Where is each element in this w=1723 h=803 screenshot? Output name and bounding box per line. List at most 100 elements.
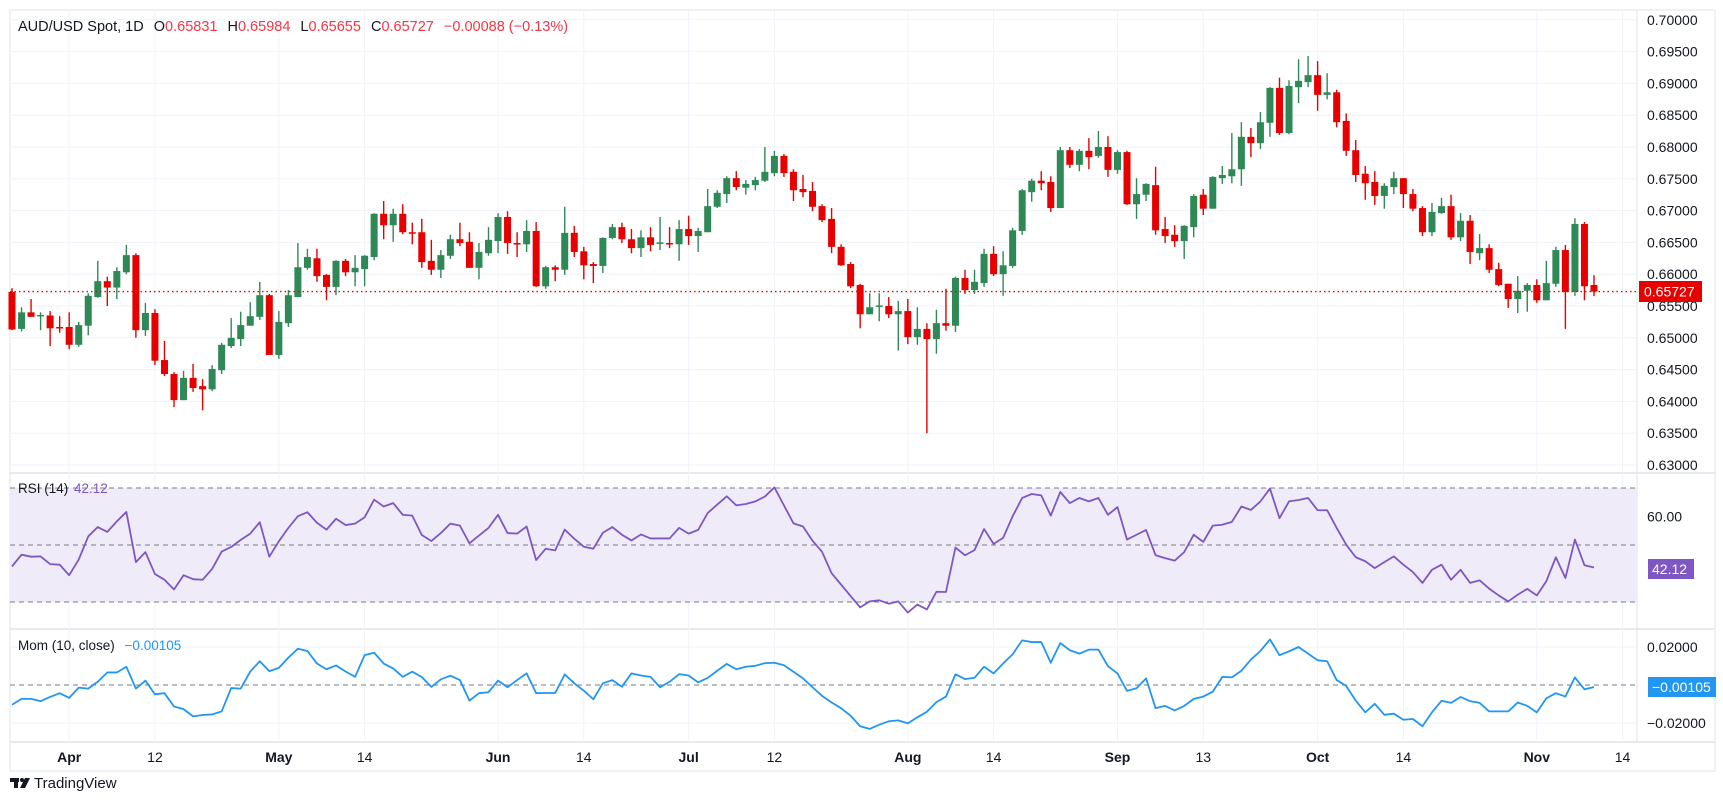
candle-body — [208, 368, 216, 390]
candle-body — [1237, 136, 1245, 170]
candle-bullish — [113, 267, 121, 300]
candle-bearish — [570, 225, 578, 258]
candle-body — [408, 232, 416, 234]
candle-body — [904, 311, 912, 338]
candle-body — [818, 206, 826, 221]
rsi-legend[interactable]: RSI (14) 42.12 — [18, 481, 108, 496]
candle-body — [1209, 176, 1217, 209]
candle-bullish — [446, 234, 454, 259]
candle-body — [732, 178, 740, 188]
candle-bearish — [666, 227, 674, 249]
candle-bullish — [84, 293, 92, 336]
candle-body — [1113, 152, 1121, 170]
candle-body — [675, 229, 683, 245]
candle-body — [942, 323, 950, 326]
x-tick-label: Aug — [894, 749, 921, 765]
candle-body — [1142, 183, 1150, 195]
candle-bullish — [208, 365, 216, 392]
price-tick-label: 0.67000 — [1647, 203, 1698, 219]
candle-body — [885, 306, 893, 315]
candle-body — [94, 281, 102, 298]
candle-body — [1018, 190, 1026, 231]
candle-body — [199, 386, 207, 390]
price-tick-label: 0.69000 — [1647, 75, 1698, 91]
candle-body — [37, 314, 45, 317]
candle-bearish — [1275, 77, 1283, 135]
candle-bullish — [608, 223, 616, 240]
candle-body — [608, 227, 616, 238]
candle-bullish — [294, 243, 302, 298]
candle-body — [542, 267, 550, 287]
x-tick-label: 14 — [1615, 749, 1631, 765]
candle-body — [1037, 180, 1045, 184]
candle-bearish — [885, 297, 893, 319]
candle-bullish — [1180, 225, 1188, 259]
price-tick-label: 0.64000 — [1647, 393, 1698, 409]
candle-body — [418, 232, 426, 263]
candle-body — [856, 285, 864, 315]
tradingview-logo[interactable]: TradingView — [10, 775, 117, 792]
candle-bullish — [1218, 166, 1226, 184]
candle-bullish — [1190, 194, 1198, 238]
candle-body — [951, 278, 959, 326]
price-tick-label: 0.63000 — [1647, 457, 1698, 473]
candle-body — [1418, 208, 1426, 233]
candle-bearish — [342, 258, 350, 277]
candle-bullish — [723, 176, 731, 203]
candle-bearish — [103, 276, 111, 306]
x-tick-label: 12 — [767, 749, 783, 765]
candle-bullish — [1285, 80, 1293, 135]
candle-body — [1485, 248, 1493, 270]
candle-bullish — [761, 147, 769, 182]
candle-body — [1533, 285, 1541, 301]
mom-legend[interactable]: Mom (10, close) −0.00105 — [18, 638, 181, 653]
candle-bearish — [465, 232, 473, 268]
open-label: O — [154, 19, 165, 35]
candle-bullish — [971, 269, 979, 294]
candle-body — [513, 243, 521, 245]
candle-body — [456, 239, 464, 244]
candle-bearish — [1409, 188, 1417, 212]
candle-bullish — [361, 255, 369, 287]
candle-body — [551, 267, 559, 270]
low-value: 0.65655 — [309, 19, 361, 35]
candle-body — [465, 241, 473, 268]
candle-body — [1428, 211, 1436, 233]
candle-bullish — [275, 311, 283, 359]
candle-body — [141, 312, 149, 331]
candle-bullish — [875, 293, 883, 322]
candle-bearish — [1590, 275, 1598, 297]
candle-bullish — [1133, 178, 1141, 219]
candle-body — [875, 305, 883, 307]
candle-bearish — [732, 171, 740, 191]
candle-body — [570, 232, 578, 252]
x-tick-label: 12 — [147, 749, 163, 765]
candle-body — [894, 311, 902, 315]
candle-body — [1447, 206, 1455, 238]
candle-bearish — [65, 312, 73, 350]
candle-body — [437, 255, 445, 270]
candle-bullish — [218, 342, 226, 375]
candle-bullish — [94, 260, 102, 298]
candle-body — [1380, 185, 1388, 196]
mom-legend-label: Mom (10, close) — [18, 638, 115, 653]
candle-bearish — [1199, 188, 1207, 216]
x-tick-label: May — [265, 749, 292, 765]
candle-bullish — [770, 150, 778, 177]
candle-bullish — [303, 248, 311, 270]
rsi-value-badge: 42.12 — [1648, 559, 1694, 579]
candle-body — [1047, 181, 1055, 209]
candle-bearish — [856, 283, 864, 329]
candle-body — [65, 326, 73, 345]
candle-body — [1075, 150, 1083, 165]
candle-body — [627, 239, 635, 249]
candle-bearish — [408, 222, 416, 245]
candle-body — [1247, 136, 1255, 144]
candle-bullish — [351, 255, 359, 287]
candle-bearish — [313, 248, 321, 282]
candle-bullish — [913, 307, 921, 345]
candle-bullish — [475, 243, 483, 280]
candle-body — [1409, 194, 1417, 209]
candle-bullish — [1457, 213, 1465, 242]
